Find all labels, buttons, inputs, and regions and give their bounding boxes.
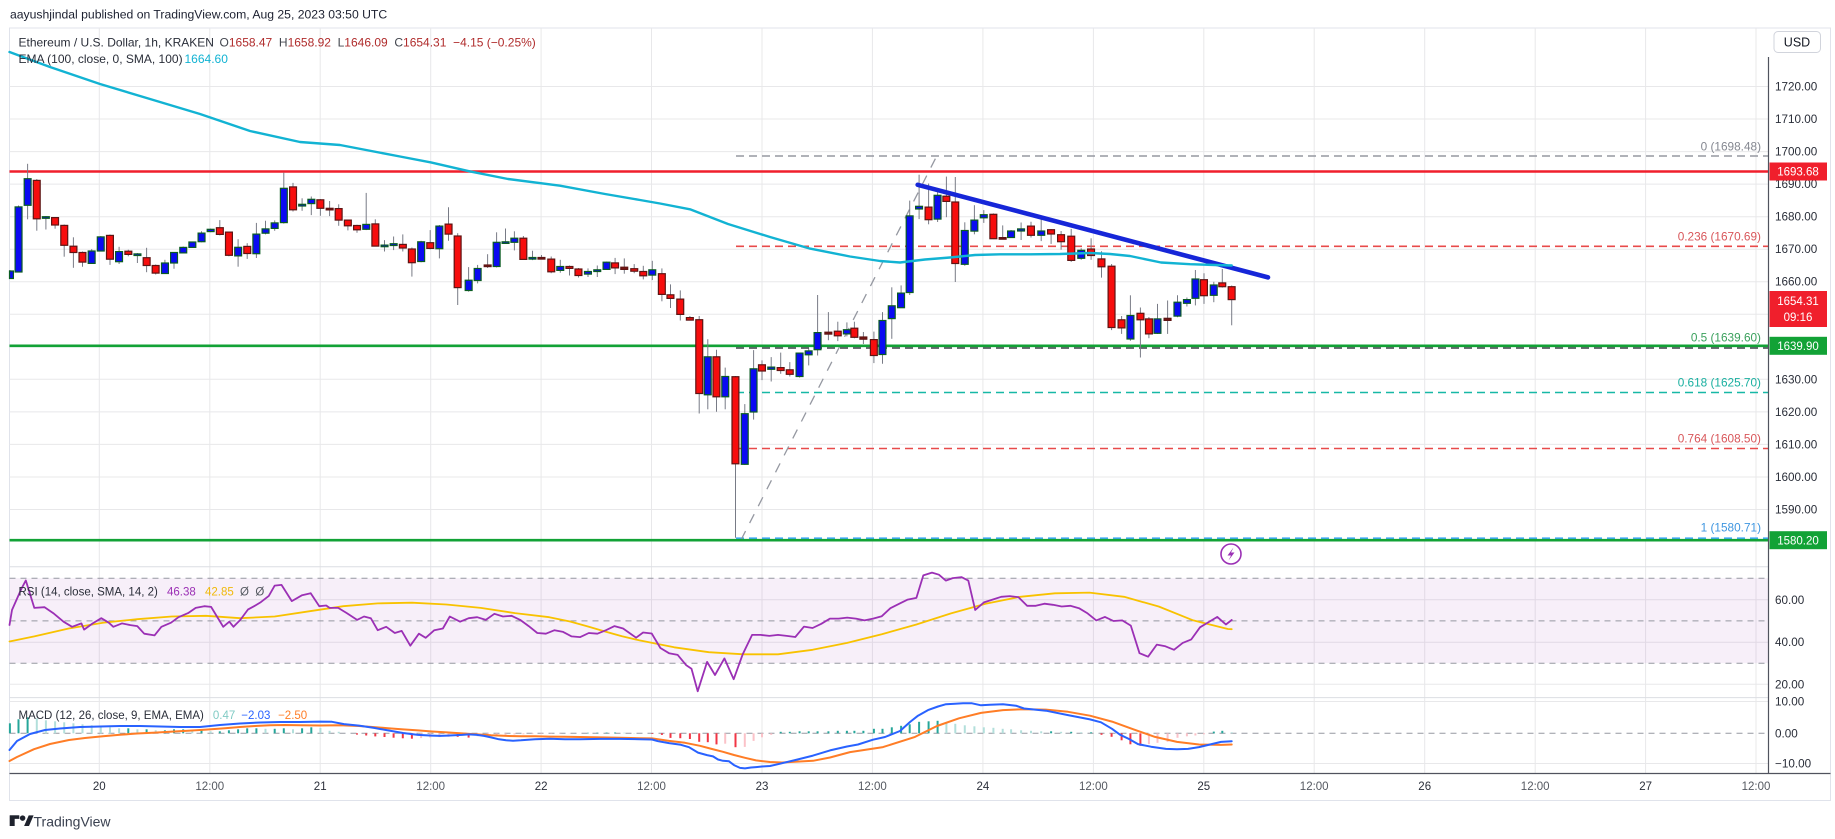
svg-text:RSI (14, close, SMA, 14, 2): RSI (14, close, SMA, 14, 2) [19,587,159,599]
svg-text:09:16: 09:16 [1784,312,1813,324]
svg-text:Ethereum / U.S. Dollar, 1h, KR: Ethereum / U.S. Dollar, 1h, KRAKEN [19,36,214,50]
svg-text:21: 21 [314,781,327,793]
svg-text:25: 25 [1197,781,1210,793]
svg-text:1630.00: 1630.00 [1775,373,1818,386]
svg-text:1660.00: 1660.00 [1775,276,1818,289]
svg-text:23: 23 [756,781,769,793]
svg-text:−2.03: −2.03 [241,710,270,722]
svg-text:MACD (12, 26, close, 9, EMA, E: MACD (12, 26, close, 9, EMA, EMA) [19,710,205,722]
svg-text:O1658.47 H1658.92 L1646.09: O1658.47 H1658.92 L1646.09 C1654.31 −4.1… [220,36,536,50]
svg-text:1600.00: 1600.00 [1775,471,1818,484]
svg-text:−10.00: −10.00 [1775,758,1812,771]
svg-text:EMA (100, close, 0, SMA, 100): EMA (100, close, 0, SMA, 100) [19,52,183,66]
svg-text:46.38: 46.38 [167,587,196,599]
svg-text:1 (1580.71): 1 (1580.71) [1701,521,1761,535]
svg-text:12:00: 12:00 [1521,781,1550,793]
svg-text:12:00: 12:00 [637,781,666,793]
svg-text:aayushjindal published on Trad: aayushjindal published on TradingView.co… [10,8,387,22]
svg-text:0.47: 0.47 [213,710,235,722]
svg-text:40.00: 40.00 [1775,636,1805,649]
svg-text:1590.00: 1590.00 [1775,504,1818,517]
svg-text:1710.00: 1710.00 [1775,113,1818,126]
svg-text:12:00: 12:00 [195,781,224,793]
svg-text:12:00: 12:00 [858,781,887,793]
svg-text:1620.00: 1620.00 [1775,406,1818,419]
svg-text:1680.00: 1680.00 [1775,211,1818,224]
svg-text:60.00: 60.00 [1775,594,1805,607]
svg-text:0.00: 0.00 [1775,727,1798,740]
svg-text:0.236 (1670.69): 0.236 (1670.69) [1678,230,1761,244]
svg-text:1720.00: 1720.00 [1775,81,1818,94]
svg-text:42.85: 42.85 [205,587,234,599]
svg-text:1670.00: 1670.00 [1775,243,1818,256]
svg-text:1610.00: 1610.00 [1775,438,1818,451]
svg-text:12:00: 12:00 [416,781,445,793]
svg-text:1580.20: 1580.20 [1777,535,1819,547]
svg-text:Ø Ø: Ø Ø [240,587,264,599]
svg-text:1639.90: 1639.90 [1777,341,1819,353]
svg-text:10.00: 10.00 [1775,696,1805,709]
svg-text:20.00: 20.00 [1775,678,1805,691]
svg-text:20: 20 [93,781,106,793]
svg-text:1700.00: 1700.00 [1775,146,1818,159]
svg-text:0.764 (1608.50): 0.764 (1608.50) [1678,432,1761,446]
svg-text:0.618 (1625.70): 0.618 (1625.70) [1678,376,1761,390]
svg-text:12:00: 12:00 [1742,781,1771,793]
svg-text:1654.31: 1654.31 [1777,296,1819,308]
svg-text:22: 22 [535,781,548,793]
svg-text:27: 27 [1639,781,1652,793]
svg-text:12:00: 12:00 [1300,781,1329,793]
svg-text:0.5 (1639.60): 0.5 (1639.60) [1691,331,1761,345]
svg-text:1690.00: 1690.00 [1775,178,1818,191]
svg-text:−2.50: −2.50 [278,710,307,722]
svg-text:1693.68: 1693.68 [1777,167,1819,179]
svg-text:1664.60: 1664.60 [185,52,229,66]
svg-text:0 (1698.48): 0 (1698.48) [1701,140,1761,154]
svg-text:12:00: 12:00 [1079,781,1108,793]
svg-text:26: 26 [1418,781,1431,793]
svg-text:TradingView: TradingView [34,813,112,829]
svg-text:USD: USD [1784,36,1810,50]
svg-text:24: 24 [977,781,990,793]
